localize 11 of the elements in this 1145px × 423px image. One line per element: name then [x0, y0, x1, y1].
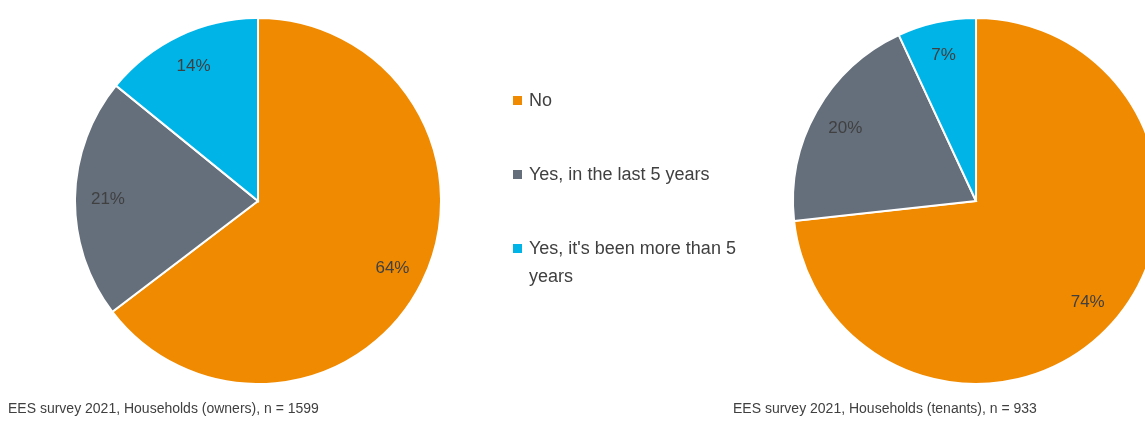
- legend-label: Yes, it's been more than 5 years: [529, 237, 737, 288]
- data-label: 64%: [375, 258, 410, 278]
- text: EES survey 2021, Households (owners), n = 1599: [8, 400, 319, 416]
- data-label: 14%: [176, 56, 211, 76]
- data-label: 74%: [1070, 291, 1105, 311]
- legend-label: Yes, in the last 5 years: [529, 163, 710, 186]
- data-label: 20%: [828, 117, 863, 137]
- legend-label: No: [529, 89, 553, 112]
- data-label: 7%: [931, 44, 956, 64]
- text: EES survey 2021, Households (tenants), n = 933: [733, 400, 1037, 416]
- data-label: 21%: [90, 189, 125, 209]
